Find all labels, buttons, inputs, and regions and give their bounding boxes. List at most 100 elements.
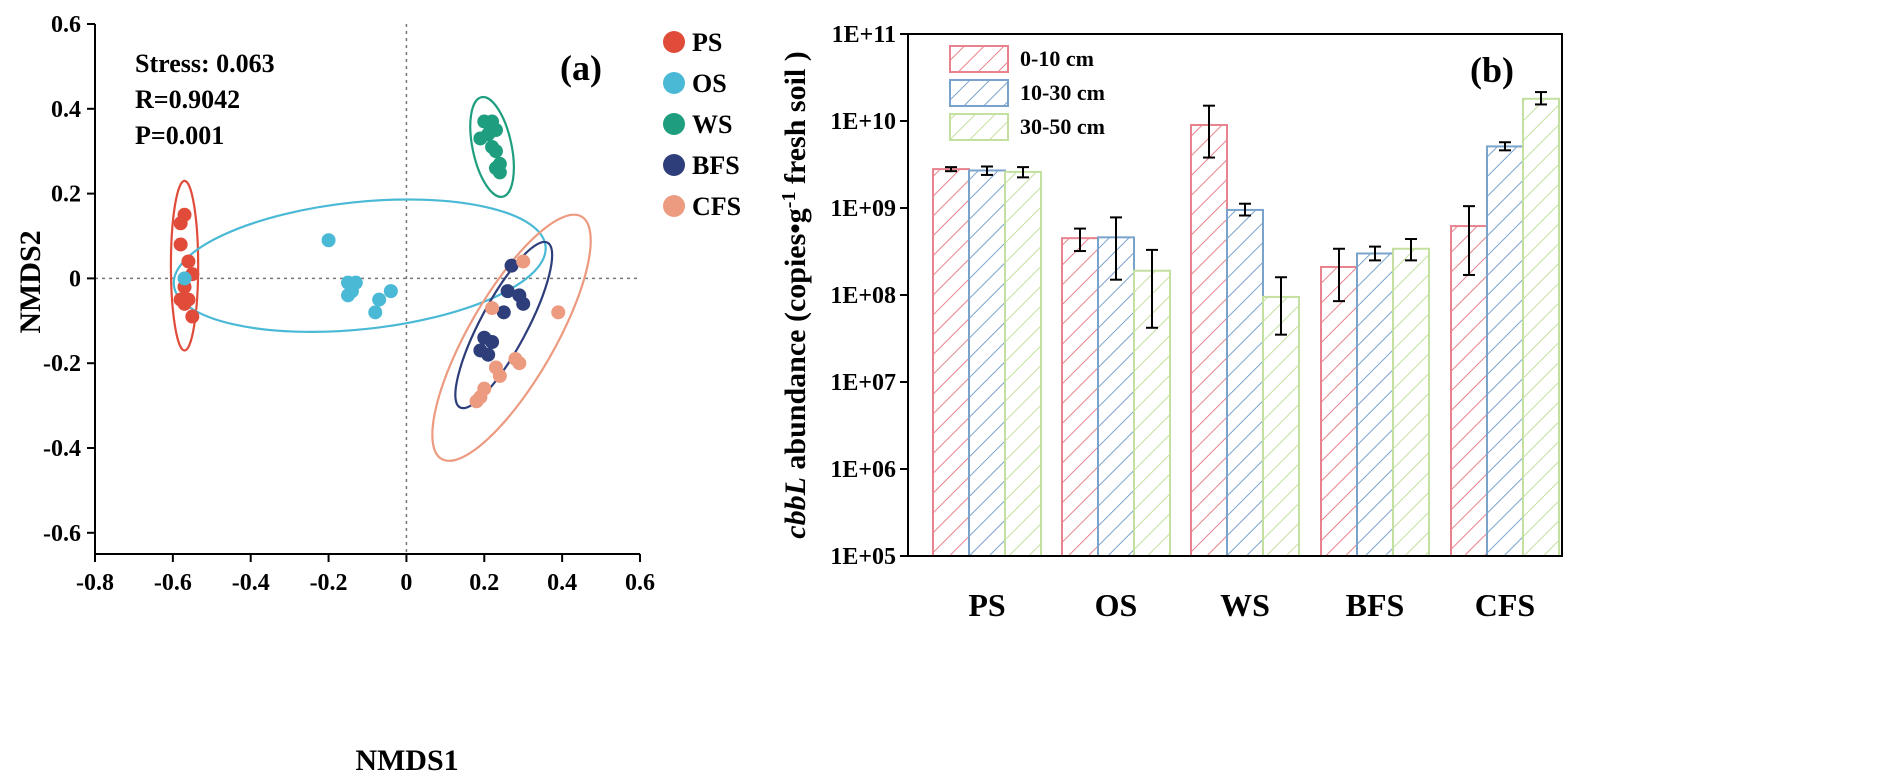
bar-ws-2	[1262, 295, 1300, 557]
bar-os-0	[1061, 237, 1099, 558]
legend-label-ws: WS	[692, 110, 732, 139]
x-tick-label: -0.6	[154, 570, 192, 596]
ellipse-ws	[469, 95, 515, 198]
legend-label-os: OS	[692, 69, 727, 98]
legend-marker-cfs	[663, 195, 685, 217]
ellipse-bfs	[454, 240, 554, 410]
y-tick-label: 0	[69, 266, 81, 292]
point-ps	[181, 254, 196, 269]
y-tick-label: 1E+11	[832, 22, 896, 48]
bar-os-1	[1097, 236, 1135, 558]
y-tick-label: -0.6	[43, 521, 81, 547]
ylabel-rest: abundance (copies•g	[779, 208, 812, 477]
point-ws	[473, 131, 488, 146]
legend-label-cfs: CFS	[692, 192, 741, 221]
y-tick-label: -0.4	[43, 436, 81, 462]
point-cfs	[485, 301, 500, 316]
category-label-os: OS	[1095, 587, 1138, 623]
y-tick-label: 0.2	[51, 182, 81, 208]
point-cfs	[516, 254, 531, 269]
point-cfs	[492, 368, 507, 383]
legend-label-ps: PS	[692, 28, 722, 57]
x-tick-label: -0.4	[232, 570, 270, 596]
nmds-tick-labels: -0.8 -0.6 -0.4 -0.2 0 0.2 0.4 0.6 0.6 0.4 0.2 0 -0.2…	[43, 12, 655, 596]
point-bfs	[496, 305, 511, 320]
point-ws	[492, 165, 507, 180]
point-os	[321, 233, 336, 248]
point-os	[341, 288, 356, 303]
point-bfs	[516, 296, 531, 311]
y-tick-label: 0.6	[51, 12, 81, 38]
point-ps	[185, 309, 200, 324]
y-tick-label: 1E+08	[830, 283, 896, 309]
bar-ws-1	[1226, 208, 1264, 557]
point-os	[368, 305, 383, 320]
legend-label-depth: 30-50 cm	[1020, 114, 1105, 139]
bar-bfs-1	[1356, 252, 1394, 557]
nmds-axes	[87, 23, 641, 562]
legend-marker-ws	[663, 113, 685, 135]
x-axis-title: NMDS1	[355, 744, 458, 777]
bar-ps-2	[1004, 170, 1042, 558]
x-tick-label: 0.4	[547, 570, 577, 596]
legend-swatch-2	[949, 113, 1009, 141]
legend-marker-ps	[663, 31, 685, 53]
legend-marker-os	[663, 72, 685, 94]
point-os	[383, 284, 398, 299]
point-ps	[173, 216, 188, 231]
point-os	[177, 271, 192, 286]
point-ws	[488, 144, 503, 159]
category-label-bfs: BFS	[1346, 587, 1405, 623]
category-labels: PS OS WS BFS CFS	[968, 587, 1535, 623]
y-tick-label: 1E+06	[830, 457, 896, 483]
ellipse-os	[172, 198, 547, 333]
y-axis-title: NMDS2	[14, 230, 47, 333]
abundance-bars	[932, 97, 1560, 558]
x-tick-label: 0.2	[469, 570, 499, 596]
legend-swatch-0	[949, 45, 1009, 73]
sample-points	[173, 114, 566, 409]
p-stat: P=0.001	[135, 121, 224, 150]
point-cfs	[551, 305, 566, 320]
ellipse-ps	[169, 179, 200, 352]
x-tick-label: 0	[400, 570, 412, 596]
ylabel-end: fresh soil )	[779, 51, 812, 191]
point-bfs	[481, 347, 496, 362]
category-label-cfs: CFS	[1475, 587, 1535, 623]
bar-ps-0	[932, 168, 970, 557]
error-bars	[945, 91, 1547, 336]
x-tick-label: 0.6	[625, 570, 655, 596]
legend-label-bfs: BFS	[692, 151, 740, 180]
ylabel-italic: cbbL	[779, 477, 812, 539]
ylabel-sup: -1	[778, 192, 800, 209]
abundance-axes	[900, 33, 1563, 557]
bar-bfs-0	[1320, 265, 1358, 557]
point-bfs	[485, 335, 500, 349]
abundance-tick-labels: 1E+11 1E+10 1E+09 1E+08 1E+07 1E+06 1E+05	[830, 22, 896, 570]
y-tick-label: 0.4	[51, 97, 81, 123]
y-axis-title-b: cbbL abundance (copies•g-1 fresh soil )	[778, 51, 812, 538]
r-stat: R=0.9042	[135, 85, 240, 114]
point-cfs	[469, 394, 484, 409]
point-bfs	[500, 284, 515, 299]
legend-label-depth: 10-30 cm	[1020, 80, 1105, 105]
category-label-ps: PS	[968, 587, 1005, 623]
x-tick-label: -0.8	[76, 570, 114, 596]
abundance-panel: 1E+11 1E+10 1E+09 1E+08 1E+07 1E+06 1E+05 PS OS…	[778, 22, 1563, 623]
panel-label-a: (a)	[560, 48, 602, 88]
y-tick-label: 1E+09	[830, 196, 896, 222]
y-tick-label: -0.2	[43, 351, 81, 377]
ellipse-cfs	[431, 213, 592, 462]
y-tick-label: 1E+10	[830, 109, 896, 135]
point-os	[372, 292, 387, 307]
zero-guides	[95, 24, 640, 554]
y-tick-label: 1E+07	[830, 370, 896, 396]
bar-cfs-1	[1486, 145, 1524, 557]
x-tick-label: -0.2	[310, 570, 348, 596]
bar-ws-0	[1190, 123, 1228, 558]
bar-ps-1	[968, 169, 1006, 558]
panel-label-b: (b)	[1470, 50, 1514, 90]
nmds-panel: -0.8 -0.6 -0.4 -0.2 0 0.2 0.4 0.6 0.6 0.4 0.2 0 -0.2…	[14, 12, 741, 777]
legend-label-depth: 0-10 cm	[1020, 46, 1094, 71]
